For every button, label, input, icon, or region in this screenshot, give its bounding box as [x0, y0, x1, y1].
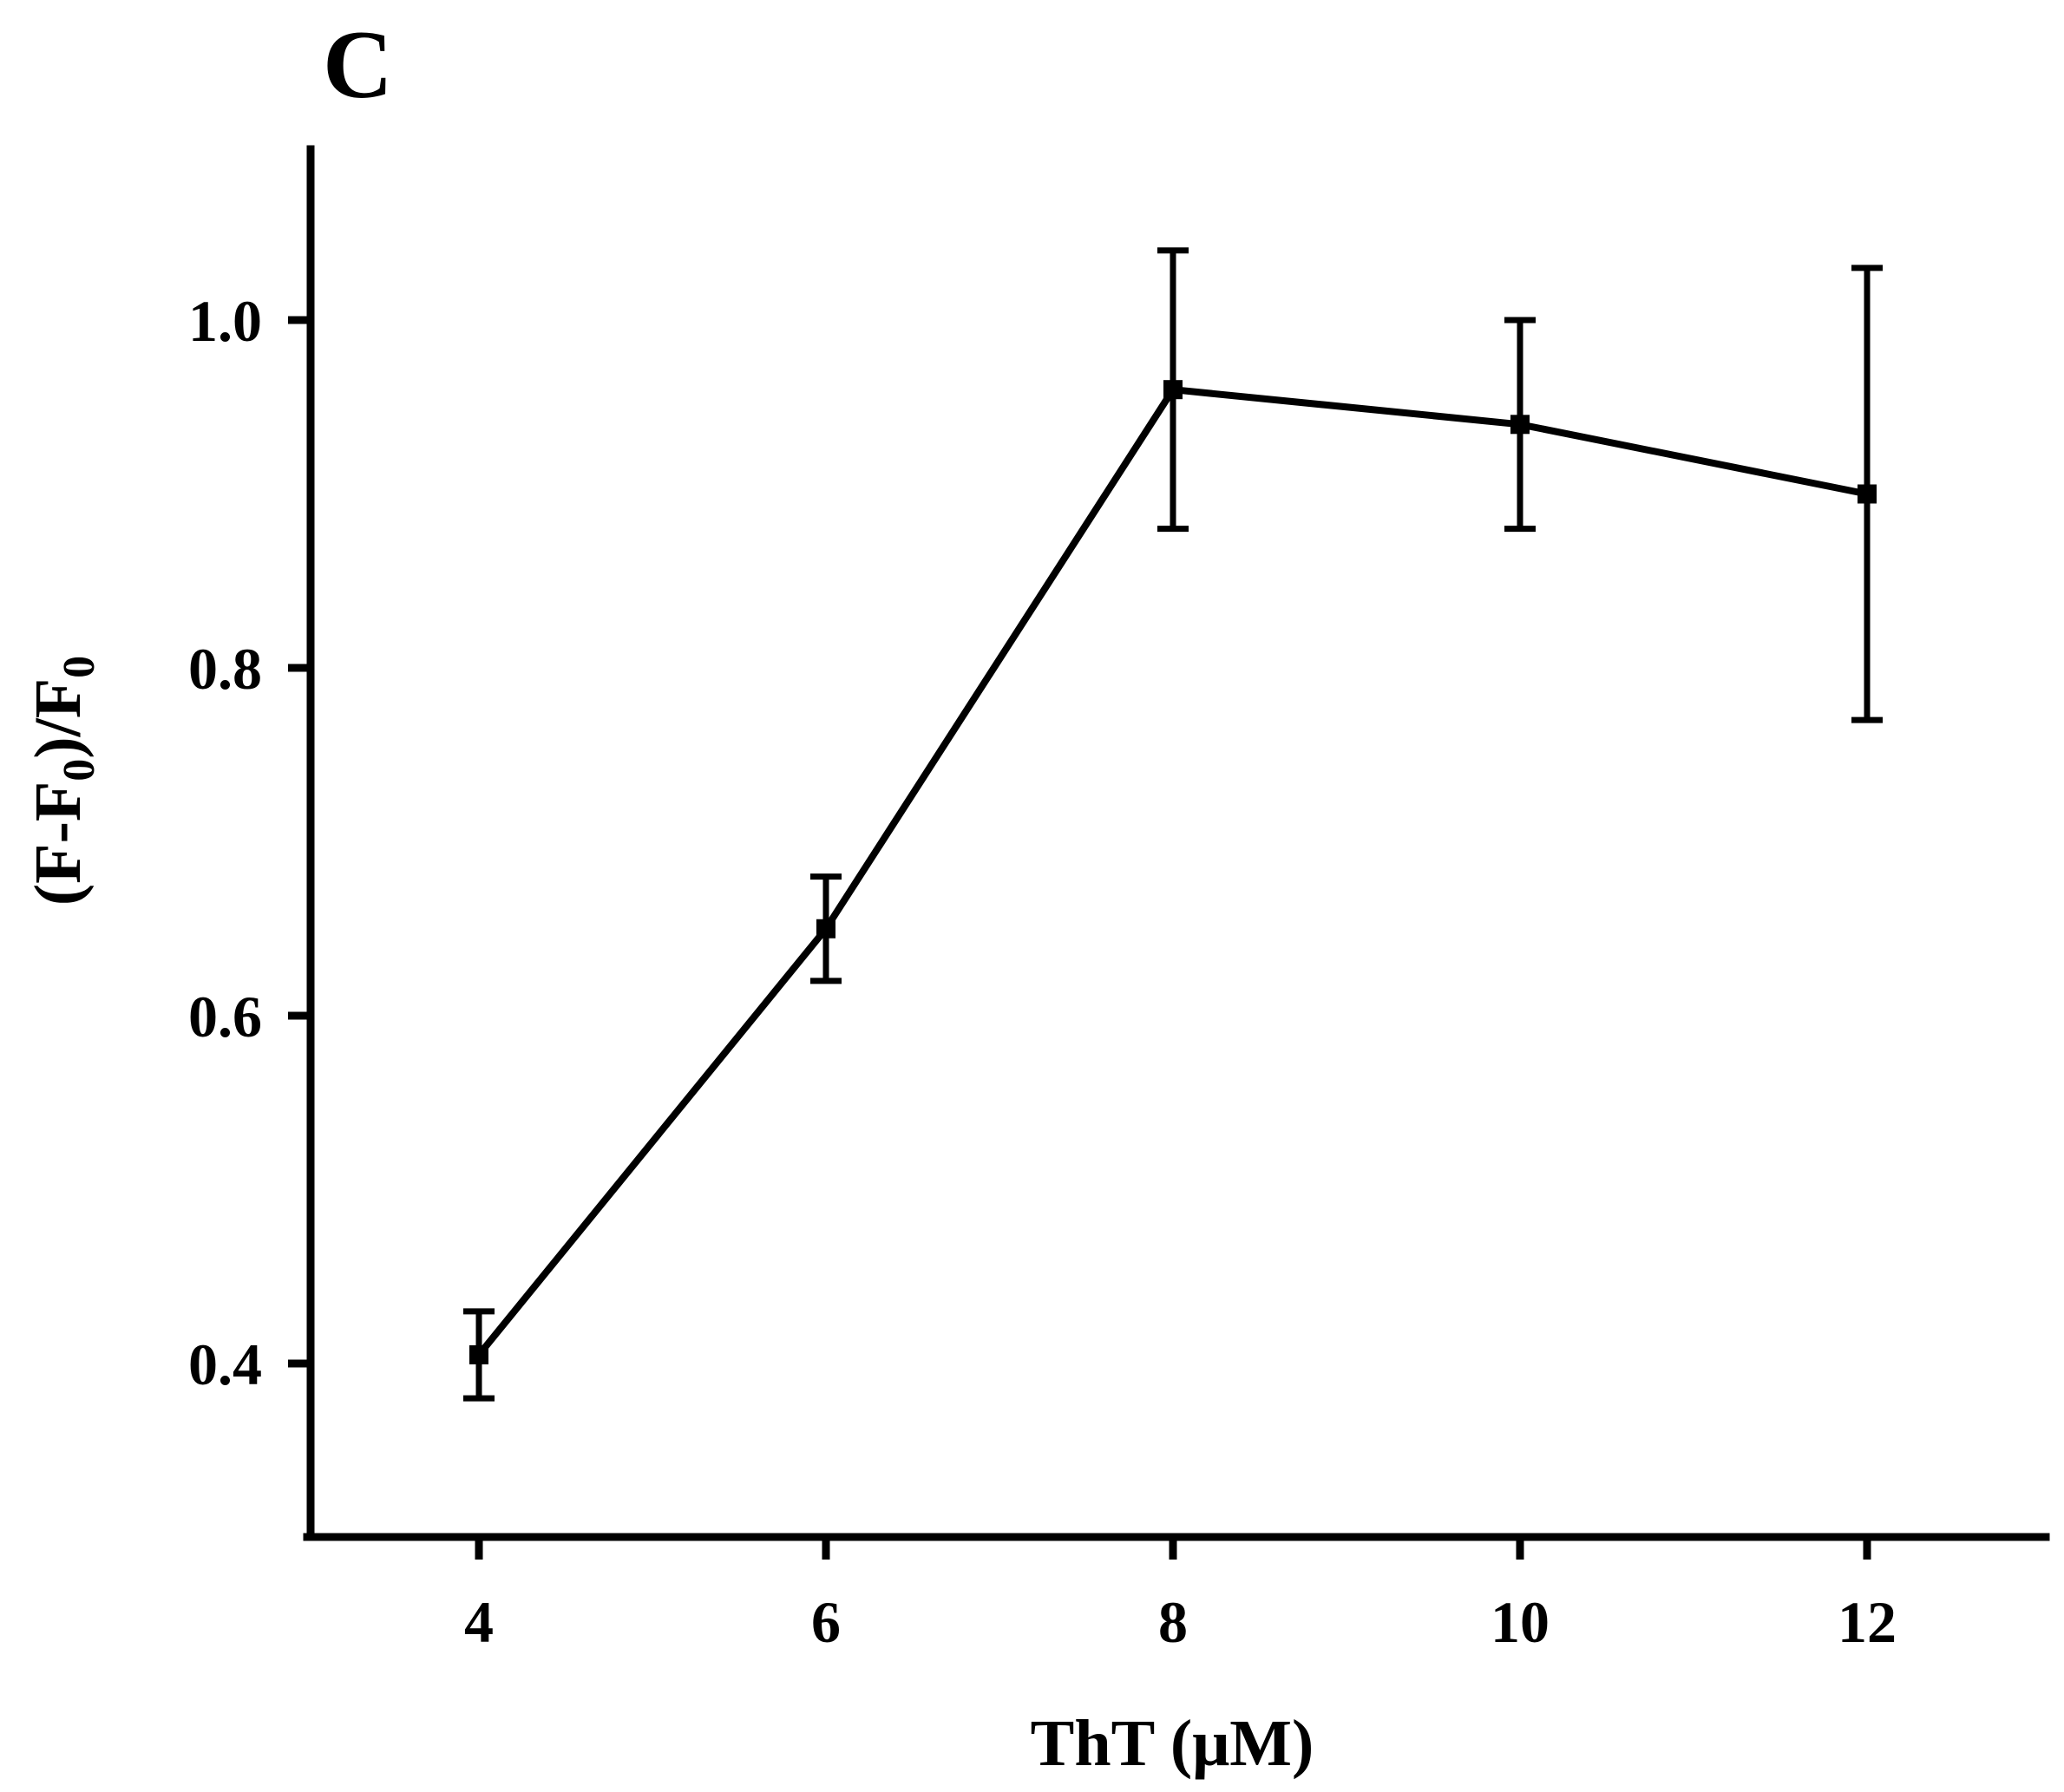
marker-x12: [1858, 484, 1877, 504]
marker-x10: [1510, 415, 1530, 435]
marker-x6: [816, 919, 835, 939]
x-tick-label-10: 10: [1491, 1589, 1550, 1655]
y-axis-label-sub2: 0: [55, 656, 104, 678]
data-point-x4: [463, 1308, 495, 1402]
y-axis-label-main: (F-F: [22, 782, 95, 906]
x-tick-label-12: 12: [1838, 1589, 1897, 1655]
x-tick-label-4: 4: [464, 1589, 494, 1655]
marker-x4: [469, 1344, 488, 1364]
x-ticks: 4 6 8 10 12: [464, 1537, 1897, 1655]
axes: [303, 145, 2050, 1541]
data-point-x8: [1157, 247, 1189, 533]
y-tick-label-0.4: 0.4: [188, 1331, 262, 1397]
panel-label: C: [323, 11, 393, 119]
y-tick-label-0.6: 0.6: [188, 984, 262, 1050]
y-axis-label-mid: )/F: [22, 678, 95, 759]
y-tick-label-1.0: 1.0: [188, 288, 262, 354]
marker-x8: [1163, 380, 1183, 400]
x-tick-label-6: 6: [811, 1589, 841, 1655]
x-tick-label-8: 8: [1158, 1589, 1188, 1655]
series: [463, 247, 1883, 1402]
data-point-x12: [1851, 265, 1883, 723]
data-point-x10: [1504, 317, 1536, 533]
y-tick-label-0.8: 0.8: [188, 636, 262, 702]
data-point-x6: [810, 873, 842, 984]
y-ticks: 0.4 0.6 0.8 1.0: [188, 288, 311, 1397]
y-axis-label-sub1: 0: [55, 759, 104, 782]
y-axis-label: (F-F0)/F0: [22, 656, 104, 906]
x-axis-label: ThT (μM): [1031, 1707, 1314, 1780]
series-line: [475, 386, 1868, 1357]
